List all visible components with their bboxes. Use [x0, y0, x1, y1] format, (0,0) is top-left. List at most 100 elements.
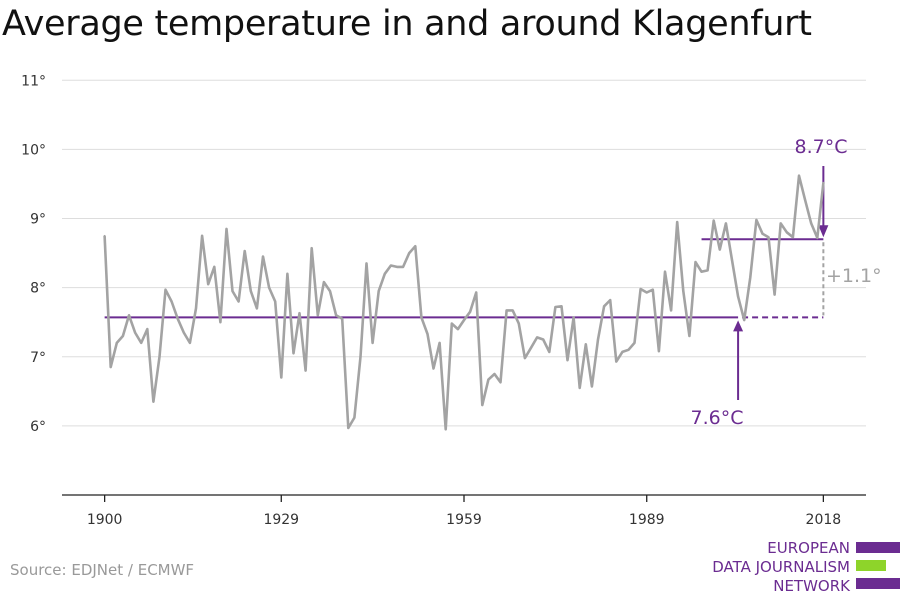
data-point: [505, 309, 508, 312]
y-tick-label: 6°: [30, 419, 46, 435]
data-point: [256, 307, 258, 310]
x-tick-label: 1989: [629, 512, 665, 528]
data-point: [207, 283, 210, 286]
data-point: [274, 300, 277, 303]
data-point: [664, 270, 666, 273]
data-point: [438, 342, 441, 344]
data-point: [219, 321, 222, 324]
logo-bar-purple-1: [856, 542, 900, 553]
data-point: [402, 266, 404, 268]
data-point: [341, 317, 344, 320]
data-point: [712, 219, 715, 222]
data-point: [164, 288, 167, 291]
data-point: [792, 236, 794, 239]
data-point: [627, 348, 630, 351]
data-point: [761, 232, 764, 235]
data-point: [700, 270, 703, 273]
temperature-series-line: [103, 174, 825, 431]
y-tick-label: 7°: [30, 350, 46, 366]
data-point: [109, 366, 112, 368]
data-point: [432, 367, 435, 370]
data-point: [584, 343, 587, 346]
data-point: [122, 335, 124, 337]
data-point: [694, 261, 697, 263]
data-point: [725, 222, 727, 225]
data-point: [670, 309, 672, 312]
data-point: [189, 342, 191, 344]
data-point: [201, 234, 204, 237]
data-point: [420, 316, 423, 319]
y-tick-label: 9°: [30, 212, 46, 228]
data-point: [481, 404, 484, 406]
data-point: [737, 295, 739, 298]
data-point: [170, 300, 173, 303]
data-point: [225, 228, 228, 230]
logo-bar-green: [856, 560, 886, 571]
data-point: [511, 309, 514, 312]
data-point: [262, 255, 264, 258]
data-point: [359, 355, 362, 358]
data-point: [804, 199, 806, 201]
data-point: [237, 300, 240, 303]
data-point: [280, 376, 283, 379]
data-point: [103, 234, 106, 237]
data-point: [493, 373, 496, 375]
recent-arrowhead: [818, 225, 829, 238]
data-point: [457, 328, 459, 330]
data-point: [298, 312, 301, 315]
data-point: [268, 286, 270, 289]
data-point: [146, 328, 149, 330]
data-point: [292, 352, 295, 355]
data-point: [591, 385, 593, 388]
data-point: [639, 288, 642, 290]
data-point: [798, 174, 800, 177]
data-point: [749, 276, 752, 279]
data-point: [536, 336, 538, 339]
data-point: [365, 262, 368, 265]
y-tick-label: 8°: [30, 281, 46, 297]
x-axis-ticks: 1900 1929 1959 1989 2018: [87, 495, 841, 528]
data-point: [822, 181, 825, 184]
y-tick-label: 11°: [21, 73, 46, 89]
y-axis-tick-labels: 6° 7° 8° 9° 10° 11°: [21, 73, 46, 435]
data-point: [414, 245, 417, 248]
data-point: [682, 290, 685, 292]
data-point: [487, 378, 490, 381]
data-point: [609, 299, 612, 301]
data-point: [463, 319, 465, 321]
data-point: [304, 369, 307, 372]
x-tick-label: 2018: [806, 512, 842, 528]
data-point: [249, 290, 252, 292]
data-point: [329, 290, 331, 292]
data-point: [182, 331, 185, 334]
data-point: [731, 259, 733, 261]
data-point: [231, 290, 234, 292]
data-point: [676, 221, 679, 223]
chart-title: Average temperature in and around Klagen…: [2, 4, 812, 44]
difference-label: +1.1°: [826, 265, 882, 287]
gridlines: [62, 79, 866, 427]
data-point: [371, 342, 374, 344]
data-point: [323, 281, 325, 283]
annotations: [104, 166, 829, 400]
data-point: [158, 355, 161, 358]
data-point: [597, 338, 599, 341]
data-point: [450, 322, 453, 325]
data-point: [517, 322, 520, 325]
data-point: [243, 250, 246, 252]
data-point: [134, 331, 137, 334]
data-point: [353, 416, 356, 419]
data-point: [615, 360, 618, 363]
source-note: Source: EDJNet / ECMWF: [10, 561, 195, 579]
data-point: [816, 237, 819, 239]
data-point: [152, 400, 155, 403]
data-point: [140, 342, 143, 344]
data-point: [390, 264, 392, 267]
data-point: [499, 381, 502, 384]
data-point: [396, 266, 398, 268]
x-tick-label: 1959: [446, 512, 482, 528]
data-point: [578, 387, 581, 389]
data-point: [785, 231, 788, 234]
data-point: [810, 222, 813, 225]
data-point: [645, 291, 648, 294]
